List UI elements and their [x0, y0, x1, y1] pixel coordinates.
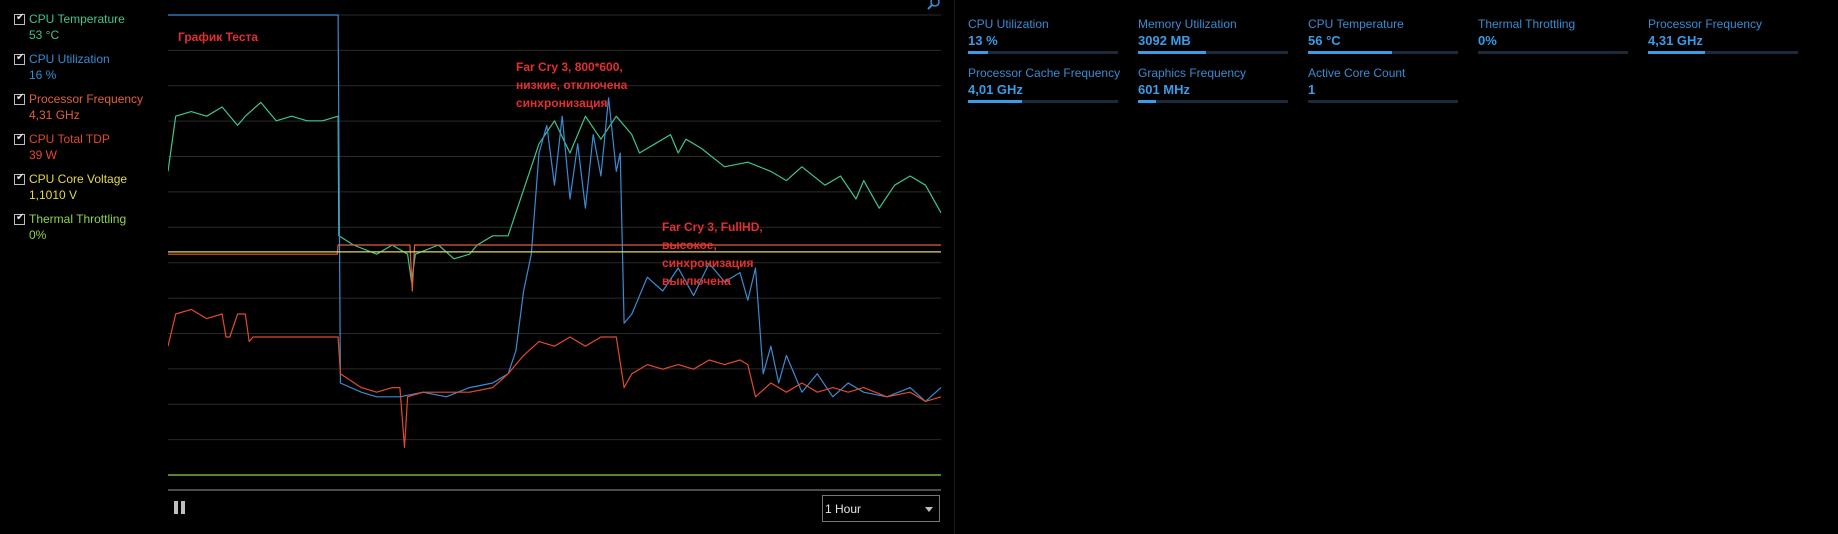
- metric-value: 56 °C: [1308, 33, 1341, 48]
- metric-bar-fill: [1138, 51, 1206, 54]
- metric-bar: [968, 51, 1118, 54]
- series-checkbox[interactable]: [14, 132, 25, 145]
- metric-label: Active Core Count: [1308, 66, 1406, 80]
- metric-bar-fill: [1308, 51, 1392, 54]
- series-line: [168, 101, 942, 283]
- metric-label: Processor Frequency: [1648, 17, 1763, 31]
- metric-bar: [1138, 51, 1288, 54]
- legend-item: Thermal Throttling 0%: [12, 210, 162, 250]
- metric-label: Graphics Frequency: [1138, 66, 1247, 80]
- metric-value: 0%: [1478, 33, 1497, 48]
- legend-series-name: CPU Temperature: [29, 12, 125, 26]
- metric-tile: Memory Utilization 3092 MB: [1138, 17, 1288, 57]
- test2-line: высокое,: [662, 238, 717, 252]
- pause-icon: [181, 501, 185, 514]
- panel-divider: [954, 0, 955, 534]
- metric-bar: [968, 100, 1118, 103]
- legend-series-name: Thermal Throttling: [29, 212, 127, 226]
- metric-bar-fill: [1648, 51, 1705, 54]
- series-checkbox[interactable]: [14, 92, 25, 105]
- series-checkbox[interactable]: [14, 12, 25, 25]
- pause-icon: [174, 501, 178, 514]
- metric-tile: CPU Temperature 56 °C: [1308, 17, 1458, 57]
- legend-item: CPU Core Voltage 1,1010 V: [12, 170, 162, 210]
- metric-label: CPU Temperature: [1308, 17, 1404, 31]
- series-line: [168, 308, 942, 448]
- test2-line: Far Cry 3, FullHD,: [662, 220, 763, 234]
- legend-series-value: 0%: [29, 228, 47, 242]
- series-line: [168, 14, 942, 402]
- legend-series-name: Processor Frequency: [29, 92, 144, 106]
- series-checkbox[interactable]: [14, 52, 25, 65]
- metric-bar-fill: [1138, 100, 1156, 103]
- metric-tile: Processor Frequency 4,31 GHz: [1648, 17, 1798, 57]
- legend-series-name: CPU Core Voltage: [29, 172, 128, 186]
- test1-annotation: Far Cry 3, 800*600, низкие, отключена си…: [516, 58, 627, 112]
- metric-bar: [1308, 51, 1458, 54]
- test2-line: выключена: [662, 274, 731, 288]
- metric-tile: Graphics Frequency 601 MHz: [1138, 66, 1288, 106]
- legend-item: CPU Utilization 16 %: [12, 50, 162, 90]
- series-checkbox[interactable]: [14, 172, 25, 185]
- metric-label: Processor Cache Frequency: [968, 66, 1121, 80]
- metric-value: 1: [1308, 82, 1316, 97]
- metric-tile: Thermal Throttling 0%: [1478, 17, 1628, 57]
- legend-item: Processor Frequency 4,31 GHz: [12, 90, 162, 130]
- legend-series-value: 4,31 GHz: [29, 108, 80, 122]
- time-range-value: 1 Hour: [825, 502, 862, 516]
- metric-label: CPU Utilization: [968, 17, 1049, 31]
- series-checkbox[interactable]: [14, 212, 25, 225]
- test2-line: синхронизация: [662, 256, 754, 270]
- time-range-select[interactable]: 1 Hour: [822, 495, 940, 522]
- legend-item: CPU Temperature 53 °C: [12, 10, 162, 50]
- metric-label: Memory Utilization: [1138, 17, 1237, 31]
- legend-series-value: 39 W: [29, 148, 58, 162]
- series-line: [168, 244, 941, 292]
- metric-label: Thermal Throttling: [1478, 17, 1576, 31]
- legend-item: CPU Total TDP 39 W: [12, 130, 162, 170]
- metric-tile: CPU Utilization 13 %: [968, 17, 1118, 57]
- test1-line: синхронизация: [516, 96, 608, 110]
- chevron-down-icon: [925, 507, 933, 512]
- legend-series-value: 53 °C: [29, 28, 60, 42]
- test2-annotation: Far Cry 3, FullHD, высокое, синхронизаци…: [662, 218, 763, 290]
- metric-bar-fill: [968, 100, 1022, 103]
- metric-value: 4,01 GHz: [968, 82, 1023, 97]
- legend-series-value: 16 %: [29, 68, 57, 82]
- chart-title-annotation: График Теста: [178, 30, 259, 44]
- legend-panel: CPU Temperature 53 °C CPU Utilization 16 % P…: [12, 10, 162, 250]
- metric-value: 601 MHz: [1138, 82, 1191, 97]
- metric-bar: [1478, 51, 1628, 54]
- test1-line: Far Cry 3, 800*600,: [516, 60, 623, 74]
- metric-tile: Processor Cache Frequency 4,01 GHz: [968, 66, 1121, 106]
- metric-bar: [1138, 100, 1288, 103]
- metric-bar: [1308, 100, 1458, 103]
- zoom-icon[interactable]: [926, 0, 942, 12]
- metric-bar: [1648, 51, 1798, 54]
- metric-bar-fill: [968, 51, 988, 54]
- test1-line: низкие, отключена: [516, 78, 628, 92]
- chart-panel: График Теста Far Cry 3, 800*600, низкие,…: [168, 0, 944, 534]
- metric-tile: Active Core Count 1: [1308, 66, 1458, 106]
- metric-value: 13 %: [968, 33, 998, 48]
- history-chart: [168, 14, 942, 491]
- legend-series-value: 1,1010 V: [29, 188, 78, 202]
- legend-series-name: CPU Total TDP: [29, 132, 110, 146]
- metric-value: 4,31 GHz: [1648, 33, 1703, 48]
- pause-button[interactable]: [172, 500, 188, 516]
- legend-series-name: CPU Utilization: [29, 52, 110, 66]
- metric-value: 3092 MB: [1138, 33, 1191, 48]
